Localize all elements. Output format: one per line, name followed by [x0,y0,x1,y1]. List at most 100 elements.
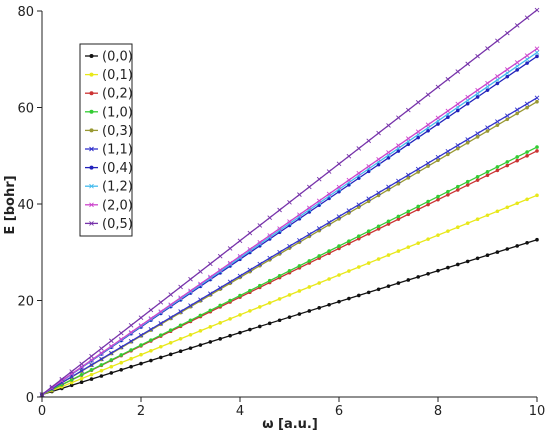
data-point [415,100,421,105]
legend-label: (0,2) [102,87,133,102]
data-point [475,53,480,59]
series-(0,5) [39,7,540,397]
data-point [485,125,490,130]
data-point [49,384,55,390]
data-point [217,267,223,273]
data-point [326,220,332,225]
data-point [504,30,510,36]
legend-marker [89,146,94,152]
data-point [386,156,391,160]
data-point [326,191,332,197]
data-point [257,223,263,228]
data-point [366,229,371,234]
data-point [386,123,391,128]
data-point [525,150,529,154]
data-point [316,226,322,231]
data-point [287,199,292,205]
data-point [128,323,134,328]
data-point [514,23,520,28]
data-point [188,276,193,282]
data-point [277,273,282,278]
data-point [208,340,213,344]
data-point [228,298,232,303]
data-point [287,243,292,249]
data-point [425,92,431,97]
data-point [69,369,75,374]
y-tick-label: 0 [26,391,34,406]
data-point [485,80,490,86]
data-point [207,275,213,281]
legend-label: (1,1) [102,143,133,158]
data-point [495,77,500,83]
data-point [159,355,163,360]
data-point [178,349,183,354]
data-point [435,84,441,90]
data-point [465,137,471,142]
data-point [149,348,153,353]
data-point [89,368,94,372]
axes: 0 2 4 6 8 10 0 20 40 60 80 [17,5,545,419]
data-point [416,204,421,209]
data-point [446,189,450,194]
data-point [198,329,203,333]
data-point [357,205,361,209]
data-point [178,336,183,341]
data-point [366,169,371,174]
data-point [396,181,401,186]
data-point [416,207,421,212]
data-point [327,277,331,281]
x-tick-label: 4 [236,404,244,419]
data-point [456,188,460,192]
data-point [326,169,332,174]
data-point [227,246,233,251]
data-point [297,237,302,243]
data-point [357,234,361,238]
data-point [79,372,84,377]
data-point [416,241,421,245]
y-tick-label: 40 [17,198,34,213]
data-point [138,332,144,338]
data-point [69,383,74,388]
data-point [258,324,262,329]
data-point [436,268,440,273]
data-point [277,318,282,323]
data-point [446,152,450,157]
data-point [99,356,104,362]
x-tick-label: 2 [137,404,145,419]
data-point [366,138,372,144]
data-point [386,150,391,155]
data-point [524,101,530,107]
data-point [337,244,341,248]
data-point [357,293,361,298]
data-point [267,233,273,238]
data-point [525,153,529,158]
data-point [297,212,302,218]
data-point [535,149,539,153]
data-point [525,61,529,65]
data-point [475,135,480,139]
data-point [347,269,351,273]
data-point [357,236,361,241]
data-point [238,313,242,317]
data-point [297,312,302,316]
data-point [178,323,183,328]
data-point [306,205,312,211]
data-point [208,325,213,329]
data-point [327,302,331,307]
data-point [416,170,421,174]
data-point [228,317,232,321]
data-point [485,173,490,178]
data-point [396,143,401,148]
data-point [258,305,262,309]
data-point [188,318,193,323]
data-point [415,166,421,172]
data-point [297,289,302,293]
data-point [158,299,164,305]
data-point [386,184,391,190]
legend-marker [89,72,94,77]
data-point [139,343,143,347]
data-point [495,73,500,79]
data-point [356,146,362,151]
data-point [396,214,401,219]
data-point [168,292,174,297]
